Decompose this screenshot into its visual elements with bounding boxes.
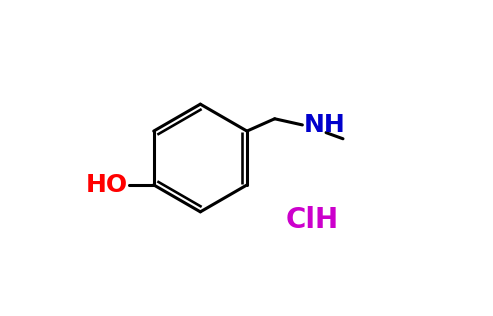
- Text: HO: HO: [85, 173, 128, 197]
- Text: NH: NH: [304, 113, 346, 137]
- Text: ClH: ClH: [286, 205, 339, 234]
